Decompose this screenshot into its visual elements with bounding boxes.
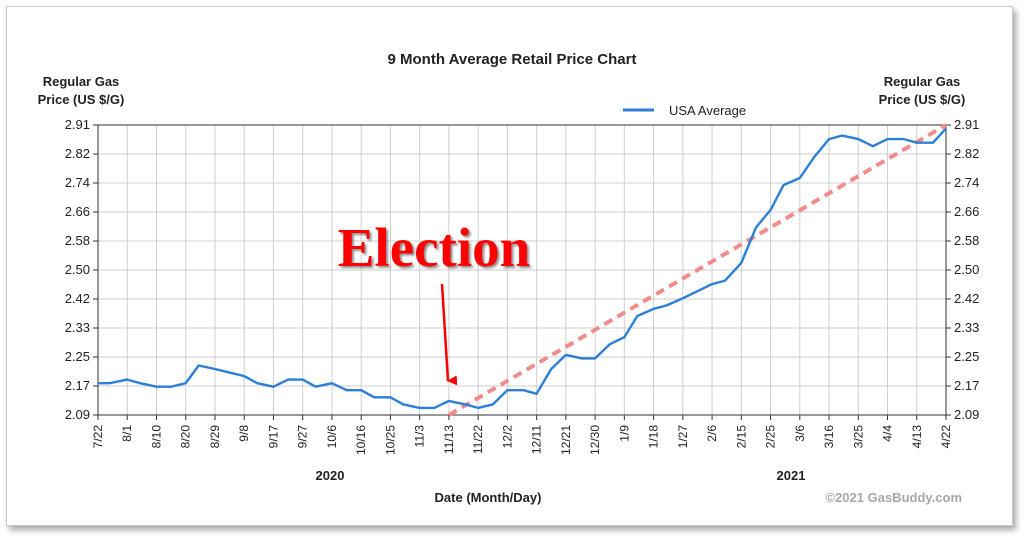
y-axis-left: 2.91 2.82 2.74 2.66 2.58 2.50 2.42 2.33 2.25 2.17…	[65, 117, 98, 422]
x-tick-label: 9/17	[266, 425, 280, 449]
y-tick-label-left: 2.09	[65, 407, 90, 422]
y-tick-label-left: 2.58	[65, 233, 90, 248]
y-tick-label-right: 2.33	[954, 320, 979, 335]
x-tick-label: 8/10	[149, 425, 163, 449]
y-tick-label-right: 2.50	[954, 262, 979, 277]
x-tick-label: 10/25	[383, 425, 397, 455]
grid	[98, 125, 946, 415]
series-usa-average	[98, 127, 947, 410]
y-tick-label-right: 2.66	[954, 204, 979, 219]
x-tick-label: 7/22	[91, 425, 105, 449]
trend-line-dashed	[447, 123, 948, 417]
legend-label: USA Average	[669, 103, 746, 118]
y-tick-label-left: 2.33	[65, 320, 90, 335]
y-tick-label-right: 2.74	[954, 175, 979, 190]
y-axis-title-left-line1: Regular Gas	[43, 74, 120, 89]
y-axis-right: 2.91 2.82 2.74 2.66 2.58 2.50 2.42 2.33 2.25 2.17…	[946, 117, 979, 422]
legend: USA Average	[623, 103, 746, 118]
x-tick-label: 8/29	[208, 425, 222, 449]
x-tick-label: 12/21	[559, 425, 573, 455]
x-tick-label: 1/9	[617, 425, 631, 442]
year-label-2020: 2020	[316, 468, 345, 483]
x-tick-label: 10/16	[354, 425, 368, 455]
credit-text: ©2021 GasBuddy.com	[826, 490, 963, 505]
y-tick-label-right: 2.58	[954, 233, 979, 248]
year-label-2021: 2021	[777, 468, 806, 483]
election-annotation: Election	[338, 217, 530, 278]
y-tick-label-right: 2.17	[954, 378, 979, 393]
y-tick-label-right: 2.82	[954, 146, 979, 161]
x-tick-label: 1/27	[676, 425, 690, 449]
y-tick-label-left: 2.82	[65, 146, 90, 161]
x-tick-label: 2/15	[734, 425, 748, 449]
y-tick-label-right: 2.25	[954, 349, 979, 364]
chart-frame	[6, 6, 1013, 526]
x-axis: 7/22 8/1 8/10 8/20 8/29 9/8 9/17 9/27 10/6 10/16 1…	[91, 415, 953, 455]
x-tick-label: 3/25	[851, 425, 865, 449]
election-arrow	[440, 283, 458, 386]
y-tick-label-right: 2.09	[954, 407, 979, 422]
x-tick-label: 2/6	[705, 425, 719, 442]
y-axis-title-right-line2: Price (US $/G)	[879, 92, 966, 107]
x-tick-label: 12/2	[500, 425, 514, 449]
x-tick-label: 8/20	[179, 425, 193, 449]
y-tick-label-right: 2.91	[954, 117, 979, 132]
x-tick-label: 2/25	[764, 425, 778, 449]
x-tick-label: 3/6	[793, 425, 807, 442]
x-tick-label: 11/22	[471, 425, 485, 454]
y-tick-label-left: 2.25	[65, 349, 90, 364]
y-tick-label-left: 2.66	[65, 204, 90, 219]
y-tick-label-left: 2.74	[65, 175, 90, 190]
x-tick-label: 8/1	[120, 425, 134, 442]
y-tick-label-left: 2.42	[65, 291, 90, 306]
y-tick-label-right: 2.42	[954, 291, 979, 306]
x-tick-label: 10/6	[325, 425, 339, 449]
x-tick-label: 1/18	[647, 425, 661, 449]
x-tick-label: 4/13	[910, 425, 924, 449]
y-tick-label-left: 2.50	[65, 262, 90, 277]
x-tick-label: 12/30	[588, 425, 602, 455]
x-tick-label: 9/27	[296, 425, 310, 449]
x-tick-label: 4/4	[881, 425, 895, 442]
x-tick-label: 12/11	[530, 425, 544, 454]
y-axis-title-left-line2: Price (US $/G)	[38, 92, 125, 107]
series-line-usa-average	[98, 127, 947, 410]
chart-title: 9 Month Average Retail Price Chart	[388, 51, 637, 68]
x-tick-label: 11/3	[413, 425, 427, 448]
y-tick-label-left: 2.17	[65, 378, 90, 393]
y-tick-label-left: 2.91	[65, 117, 90, 132]
x-axis-title: Date (Month/Day)	[435, 490, 542, 505]
x-tick-label: 9/8	[237, 425, 251, 442]
x-tick-label: 3/16	[822, 425, 836, 449]
x-tick-label: 4/22	[939, 425, 953, 449]
trend-line	[447, 123, 948, 417]
x-tick-label: 11/13	[442, 425, 456, 454]
y-axis-title-right-line1: Regular Gas	[884, 74, 961, 89]
